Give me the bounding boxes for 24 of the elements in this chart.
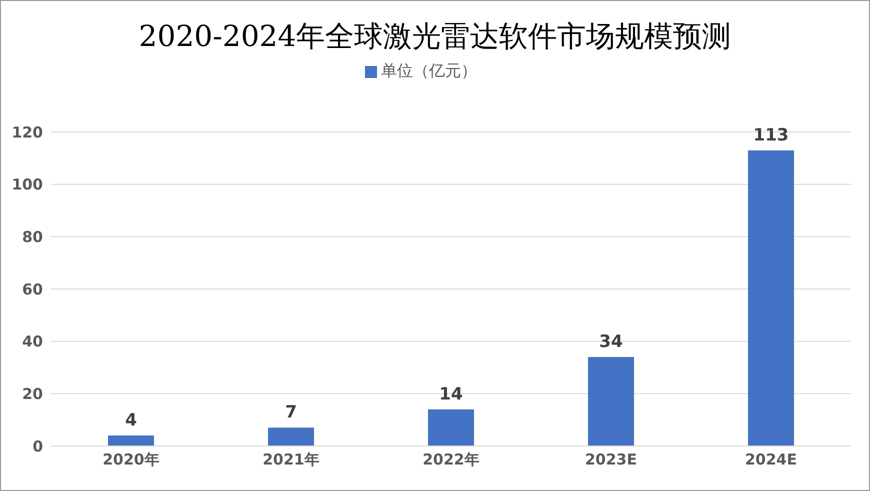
- y-tick-label: 40: [22, 332, 43, 351]
- bar: [588, 357, 634, 446]
- chart-title: 2020-2024年全球激光雷达软件市场规模预测: [138, 18, 732, 55]
- bar: [428, 409, 474, 446]
- y-tick-label: 100: [12, 176, 43, 194]
- y-tick-label: 20: [22, 384, 43, 403]
- x-tick-label: 2024E: [745, 450, 797, 469]
- y-tick-label: 0: [32, 437, 43, 456]
- y-tick-label: 60: [22, 280, 43, 298]
- x-tick-label: 2020年: [102, 450, 160, 469]
- bar: [748, 150, 794, 446]
- data-label: 34: [599, 332, 623, 352]
- x-tick-label: 2021年: [262, 450, 320, 469]
- legend-label: 单位（亿元）: [381, 61, 477, 80]
- bar: [108, 436, 154, 446]
- x-tick-label: 2022年: [422, 450, 480, 469]
- x-tick-label: 2023E: [585, 450, 637, 469]
- data-label: 113: [753, 125, 789, 146]
- y-tick-label: 80: [22, 228, 43, 246]
- data-label: 4: [125, 410, 138, 431]
- bar: [268, 428, 314, 446]
- y-tick-label: 120: [12, 123, 43, 142]
- data-label: 7: [285, 402, 297, 423]
- data-label: 14: [439, 384, 463, 404]
